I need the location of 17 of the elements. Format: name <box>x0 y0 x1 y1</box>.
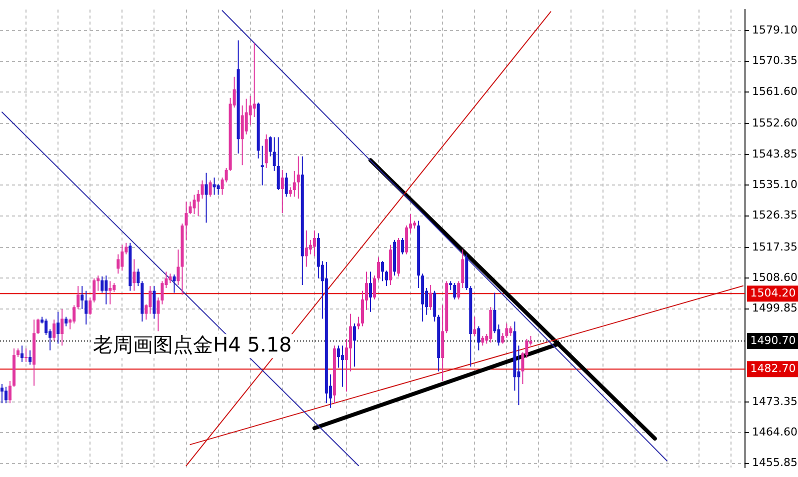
y-tick-label: 1543.85 <box>752 147 798 160</box>
y-tick-label: 1473.35 <box>752 394 798 408</box>
ref-line-label: 1482.70 <box>750 362 796 375</box>
y-tick-label: 1499.85 <box>752 302 798 315</box>
y-tick-label: 1552.60 <box>752 116 798 130</box>
ref-line-label: 1504.20 <box>750 286 796 300</box>
annotation: 老周画图点金H4 5.18 <box>93 332 292 356</box>
y-tick-label: 1526.35 <box>752 208 798 222</box>
y-tick-label: 1455.85 <box>752 456 798 470</box>
y-tick-label: 1508.60 <box>752 271 798 284</box>
y-tick-label: 1464.60 <box>752 426 798 439</box>
y-tick-label: 1535.10 <box>752 178 798 191</box>
y-tick-label: 1561.60 <box>752 84 798 98</box>
y-tick-label: 1570.35 <box>752 54 798 68</box>
ref-line-label: 1490.70 <box>750 334 796 347</box>
y-tick-label: 1517.35 <box>752 240 798 254</box>
y-tick-label: 1579.10 <box>752 24 798 37</box>
